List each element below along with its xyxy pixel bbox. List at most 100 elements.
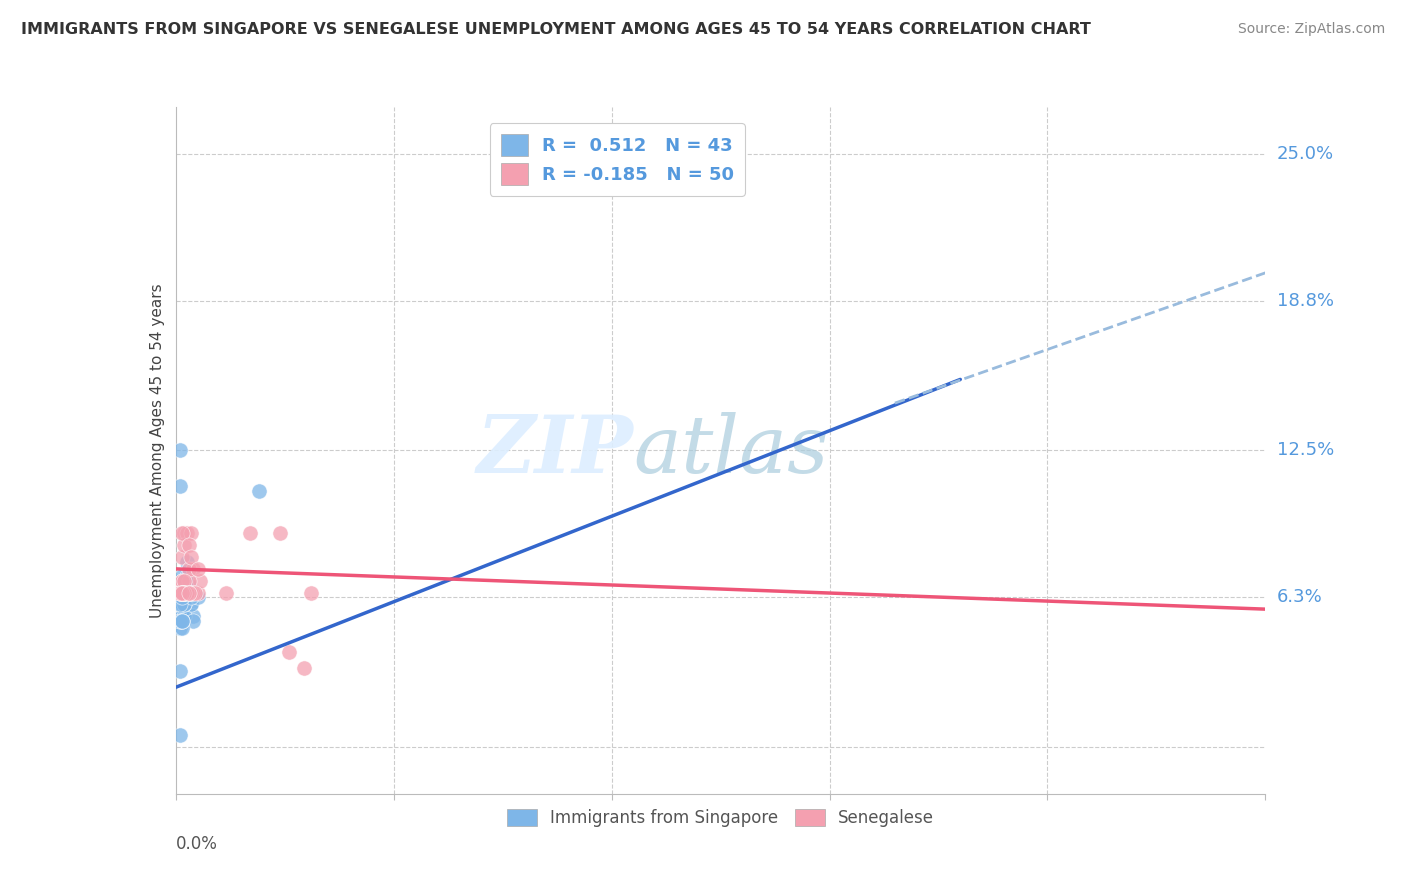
Point xyxy=(176,585,198,599)
Y-axis label: Unemployment Among Ages 45 to 54 years: Unemployment Among Ages 45 to 54 years xyxy=(149,283,165,618)
Point xyxy=(292,661,315,675)
Point xyxy=(172,574,194,588)
Point xyxy=(172,574,194,588)
Legend: Immigrants from Singapore, Senegalese: Immigrants from Singapore, Senegalese xyxy=(501,802,941,834)
Point xyxy=(172,549,194,564)
Point xyxy=(173,585,195,599)
Point xyxy=(180,585,202,599)
Point xyxy=(173,578,195,592)
Text: 6.3%: 6.3% xyxy=(1277,589,1322,607)
Point xyxy=(169,585,191,599)
Point xyxy=(180,591,202,605)
Point xyxy=(173,609,195,624)
Text: atlas: atlas xyxy=(633,412,828,489)
Point xyxy=(172,569,194,583)
Point xyxy=(215,585,238,599)
Point xyxy=(172,598,194,612)
Point xyxy=(177,585,200,599)
Point xyxy=(172,614,194,628)
Point xyxy=(172,598,194,612)
Point xyxy=(172,621,194,635)
Point xyxy=(177,578,200,592)
Point xyxy=(172,609,194,624)
Point xyxy=(169,598,191,612)
Point xyxy=(173,585,195,599)
Point xyxy=(173,578,195,592)
Point xyxy=(169,728,191,742)
Point xyxy=(180,598,202,612)
Point xyxy=(269,526,291,541)
Point xyxy=(169,591,191,605)
Point xyxy=(186,562,209,576)
Point xyxy=(169,443,191,458)
Point xyxy=(239,526,262,541)
Point xyxy=(247,483,270,498)
Point xyxy=(180,598,202,612)
Point xyxy=(173,574,195,588)
Point xyxy=(169,614,191,628)
Point xyxy=(169,598,191,612)
Point xyxy=(176,591,198,605)
Point xyxy=(177,562,200,576)
Point xyxy=(172,591,194,605)
Text: 25.0%: 25.0% xyxy=(1277,145,1334,163)
Point xyxy=(176,569,198,583)
Point xyxy=(176,526,198,541)
Point xyxy=(169,585,191,599)
Point xyxy=(186,591,209,605)
Point xyxy=(173,585,195,599)
Point xyxy=(172,585,194,599)
Point xyxy=(180,526,202,541)
Point xyxy=(169,614,191,628)
Point xyxy=(169,621,191,635)
Text: ZIP: ZIP xyxy=(477,412,633,489)
Point xyxy=(186,585,209,599)
Point xyxy=(172,591,194,605)
Text: Source: ZipAtlas.com: Source: ZipAtlas.com xyxy=(1237,22,1385,37)
Point xyxy=(180,585,202,599)
Point xyxy=(176,591,198,605)
Point xyxy=(172,585,194,599)
Point xyxy=(173,585,195,599)
Point xyxy=(169,585,191,599)
Point xyxy=(177,585,200,599)
Text: 18.8%: 18.8% xyxy=(1277,293,1333,310)
Point xyxy=(172,598,194,612)
Point xyxy=(177,538,200,552)
Point xyxy=(173,598,195,612)
Point xyxy=(173,598,195,612)
Point xyxy=(172,585,194,599)
Point xyxy=(173,591,195,605)
Point xyxy=(173,585,195,599)
Point xyxy=(176,555,198,569)
Point xyxy=(173,585,195,599)
Point xyxy=(169,585,191,599)
Point xyxy=(180,549,202,564)
Point xyxy=(172,585,194,599)
Point xyxy=(169,479,191,493)
Point xyxy=(181,609,204,624)
Text: 0.0%: 0.0% xyxy=(176,835,218,853)
Point xyxy=(173,591,195,605)
Point xyxy=(173,538,195,552)
Point xyxy=(177,574,200,588)
Point xyxy=(172,585,194,599)
Point xyxy=(181,562,204,576)
Point xyxy=(173,526,195,541)
Point xyxy=(172,526,194,541)
Point xyxy=(172,614,194,628)
Point xyxy=(172,585,194,599)
Point xyxy=(299,585,322,599)
Point xyxy=(169,591,191,605)
Point xyxy=(278,645,301,659)
Point xyxy=(177,585,200,599)
Point xyxy=(169,591,191,605)
Point xyxy=(173,585,195,599)
Point xyxy=(172,614,194,628)
Point xyxy=(169,664,191,678)
Point xyxy=(188,574,211,588)
Point xyxy=(181,585,204,599)
Point xyxy=(184,585,207,599)
Point xyxy=(173,585,195,599)
Text: 12.5%: 12.5% xyxy=(1277,442,1334,459)
